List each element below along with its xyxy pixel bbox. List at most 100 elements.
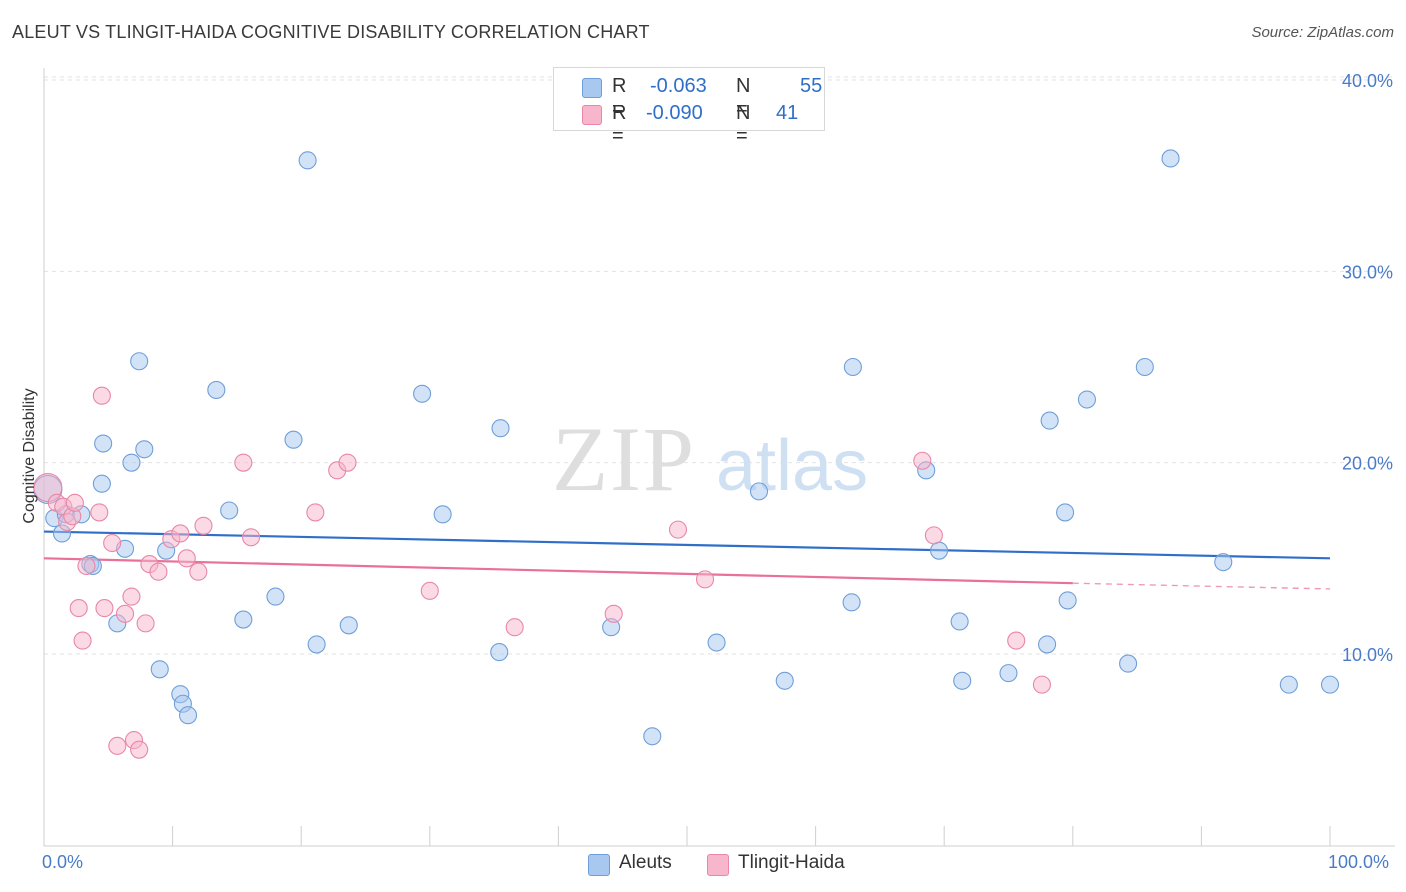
point-aleuts: [307, 635, 326, 654]
point-tlingit-haida: [668, 520, 688, 539]
point-aleuts: [284, 430, 303, 449]
point-aleuts: [842, 593, 861, 612]
point-aleuts: [339, 616, 358, 635]
point-aleuts: [950, 612, 969, 631]
trend-line-aleuts: [43, 530, 1331, 560]
point-aleuts: [130, 352, 149, 371]
legend-r-value: -0.063: [650, 75, 707, 97]
point-tlingit-haida: [69, 599, 88, 618]
point-aleuts: [433, 505, 452, 524]
point-aleuts: [1214, 553, 1233, 572]
axes: [43, 68, 1395, 847]
y-tick-label: 10.0%: [1342, 645, 1393, 665]
point-aleuts: [1161, 149, 1180, 168]
stats-legend: R = -0.063 N = 55 R = -0.090 N = 41: [553, 67, 825, 147]
point-tlingit-haida: [177, 549, 196, 568]
point-aleuts: [178, 706, 198, 725]
point-tlingit-haida: [913, 451, 932, 470]
legend-swatch-tlingit-haida: [582, 105, 602, 125]
point-tlingit-haida: [92, 386, 111, 405]
point-tlingit-haida: [241, 528, 261, 547]
point-tlingit-haida: [122, 587, 141, 606]
chart-title: ALEUT VS TLINGIT-HAIDA COGNITIVE DISABIL…: [12, 22, 650, 42]
point-aleuts: [490, 643, 509, 662]
point-tlingit-haida: [604, 604, 623, 623]
x-tick-label-max: 100.0%: [1328, 852, 1390, 872]
point-aleuts: [843, 357, 862, 377]
point-aleuts: [491, 419, 510, 438]
bottom-legend-label-tlingit-haida: Tlingit-Haida: [738, 852, 845, 873]
trend-lines: [43, 530, 1331, 590]
legend-swatch-aleuts: [582, 78, 602, 98]
y-tick-label: 40.0%: [1342, 71, 1393, 91]
source-credit: Source: ZipAtlas.com: [1251, 24, 1394, 41]
point-aleuts: [1058, 591, 1077, 610]
point-aleuts: [1135, 357, 1154, 377]
legend-r-label: R =: [612, 102, 627, 147]
point-aleuts: [953, 671, 972, 690]
point-aleuts: [1077, 390, 1096, 409]
point-aleuts: [1279, 675, 1298, 694]
point-tlingit-haida: [171, 524, 190, 543]
y-axis-label: Cognitive Disability: [21, 388, 38, 524]
point-aleuts: [930, 541, 949, 560]
point-tlingit-haida: [306, 503, 325, 522]
watermark-atlas: atlas: [716, 426, 868, 506]
point-aleuts: [298, 151, 317, 170]
point-tlingit-haida: [95, 599, 114, 618]
watermark-zip: ZIP: [552, 408, 696, 510]
x-tick-label-min: 0.0%: [42, 852, 84, 872]
y-tick-label: 30.0%: [1342, 262, 1393, 282]
point-aleuts: [749, 482, 769, 501]
point-tlingit-haida: [90, 503, 109, 522]
legend-n-label: N =: [736, 75, 751, 120]
point-aleuts: [643, 727, 662, 746]
point-aleuts: [135, 440, 154, 459]
point-aleuts: [234, 610, 253, 629]
point-aleuts: [413, 384, 432, 403]
point-tlingit-haida: [136, 614, 155, 633]
point-tlingit-haida: [108, 736, 127, 755]
point-tlingit-haida: [338, 453, 357, 472]
point-aleuts: [775, 671, 794, 690]
point-aleuts: [92, 474, 111, 493]
point-aleuts: [266, 587, 285, 606]
bottom-legend-label-aleuts: Aleuts: [619, 852, 672, 873]
legend-n-label: N =: [736, 102, 751, 147]
point-tlingit-haida: [65, 493, 84, 512]
point-aleuts: [150, 660, 169, 679]
gridlines: [44, 76, 1395, 655]
point-aleuts: [207, 380, 226, 400]
point-tlingit-haida: [1032, 675, 1051, 694]
point-tlingit-haida: [695, 570, 715, 589]
point-aleuts: [1320, 675, 1340, 694]
point-tlingit-haida: [1007, 631, 1026, 650]
point-tlingit-haida: [103, 533, 122, 553]
point-aleuts: [1038, 635, 1057, 654]
point-tlingit-haida: [924, 526, 943, 545]
point-aleuts: [707, 633, 726, 652]
point-tlingit-haida: [234, 453, 253, 472]
point-tlingit-haida: [189, 562, 208, 581]
point-aleuts: [1056, 503, 1075, 522]
trend-line-extension: [1072, 582, 1331, 590]
point-aleuts: [220, 501, 239, 520]
bottom-legend-swatch-aleuts: [588, 854, 610, 876]
legend-r-label: R =: [612, 75, 627, 120]
watermark: ZIP atlas: [552, 408, 868, 510]
data-points: [33, 149, 1340, 759]
point-aleuts: [999, 664, 1018, 683]
point-aleuts: [1040, 411, 1059, 430]
legend-n-value: 41: [776, 102, 799, 124]
y-tick-label: 20.0%: [1342, 454, 1393, 474]
point-tlingit-haida: [194, 516, 213, 535]
legend-n-value: 55: [800, 75, 823, 97]
point-tlingit-haida: [77, 556, 96, 576]
point-tlingit-haida: [505, 618, 524, 637]
point-tlingit-haida: [73, 631, 92, 650]
point-aleuts: [122, 453, 141, 472]
point-aleuts: [94, 434, 113, 453]
point-tlingit-haida: [130, 740, 149, 759]
tick-labels: 10.0% 20.0% 30.0% 40.0%: [1342, 71, 1393, 665]
